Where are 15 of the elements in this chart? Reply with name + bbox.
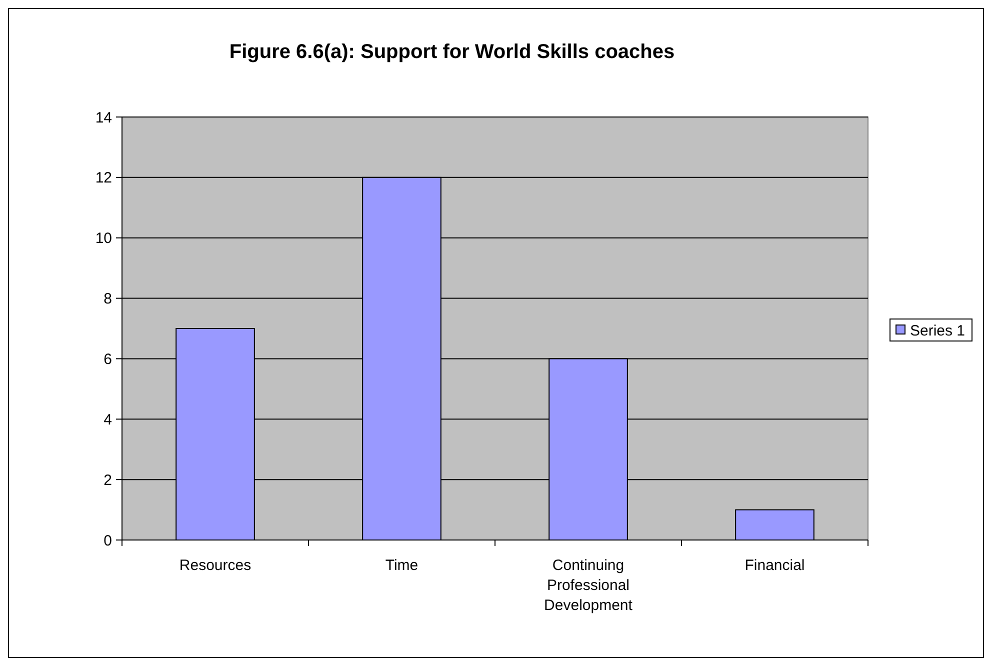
bar xyxy=(735,509,814,540)
y-tick-label: 10 xyxy=(95,230,112,248)
x-tick-label: Resources xyxy=(179,557,252,574)
x-tick-label: Time xyxy=(385,557,418,574)
y-tick-label: 8 xyxy=(104,290,112,308)
legend-label: Series 1 xyxy=(910,322,966,340)
y-tick-label: 6 xyxy=(104,350,112,368)
chart-title: Figure 6.6(a): Support for World Skills coaches xyxy=(229,41,675,63)
y-tick-label: 4 xyxy=(104,411,112,428)
y-tick-label: 2 xyxy=(104,472,112,489)
y-tick-label: 14 xyxy=(95,109,112,126)
x-tick-label: Financial xyxy=(744,557,805,574)
x-tick-label: Continuing Professional Development xyxy=(544,557,634,614)
y-tick-label: 12 xyxy=(95,170,112,187)
y-tick-label: 0 xyxy=(104,532,112,550)
